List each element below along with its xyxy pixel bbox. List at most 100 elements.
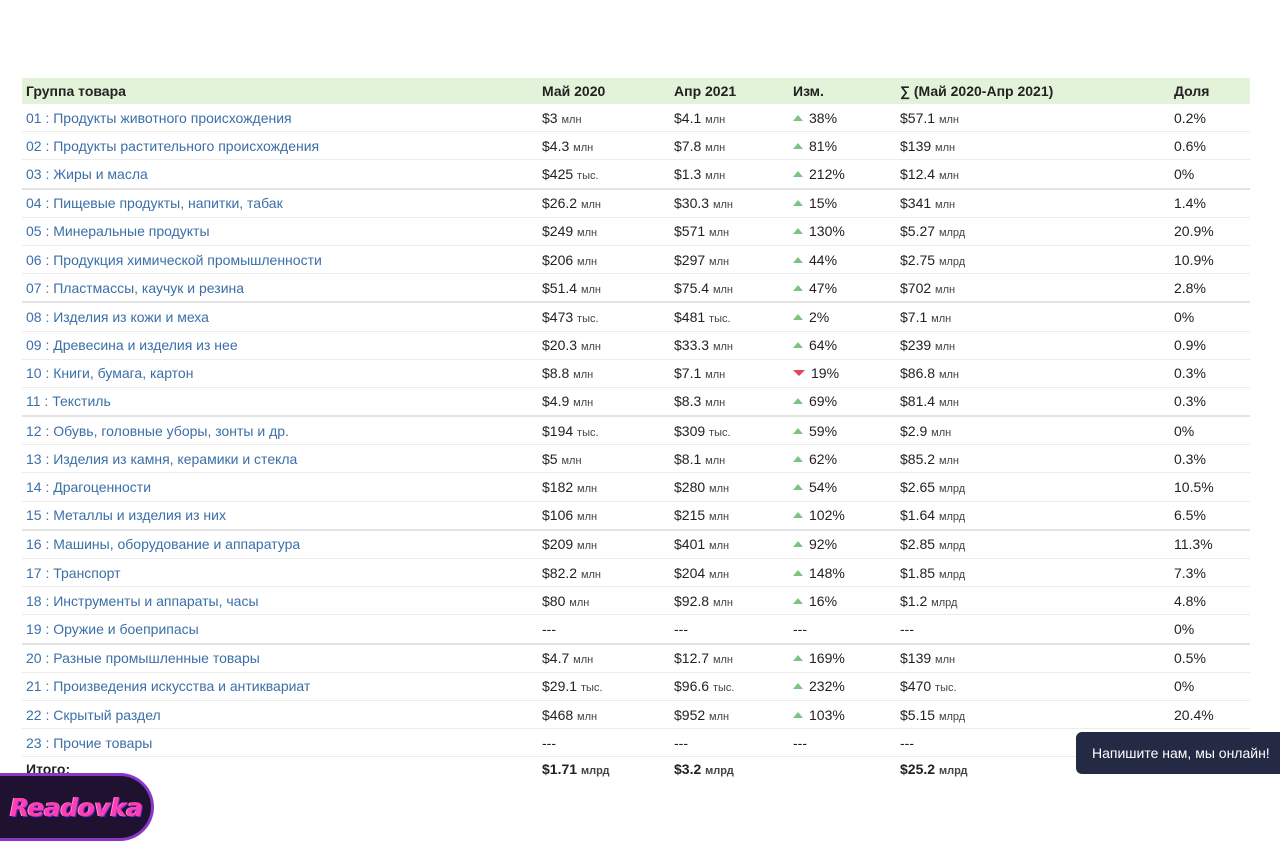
group-link[interactable]: 19 : Оружие и боеприпасы	[26, 620, 199, 637]
group-link[interactable]: 14 : Драгоценности	[26, 479, 152, 496]
cell-change: 44%	[789, 245, 896, 275]
group-link[interactable]: 23 : Прочие товары	[26, 734, 153, 751]
triangle-up-icon	[793, 142, 803, 149]
group-link[interactable]: 20 : Разные промышленные товары	[26, 650, 260, 667]
table-row: 12 : Обувь, головные уборы, зонты и др. $…	[22, 416, 1250, 446]
cell-sum-value: $86.8	[900, 365, 936, 382]
table-row: 22 : Скрытый раздел $468 млн $952 млн 103% $…	[22, 700, 1250, 730]
cell-apr-2021-unit: млн	[712, 596, 733, 609]
group-link[interactable]: 03 : Жиры и масла	[26, 165, 148, 182]
cell-apr-2021-unit: млн	[709, 255, 730, 268]
group-link[interactable]: 16 : Машины, оборудование и аппаратура	[26, 536, 301, 553]
group-link[interactable]: 06 : Продукция химической промышленности	[26, 251, 322, 268]
cell-sum: $239 млн	[896, 331, 1170, 360]
cell-may-2020: $425 тыс.	[538, 159, 670, 190]
group-link[interactable]: 01 : Продукты животного происхождения	[26, 109, 292, 126]
cell-apr-2021-value: ---	[674, 734, 688, 751]
group-link[interactable]: 10 : Книги, бумага, картон	[26, 365, 194, 382]
header-change[interactable]: Изм.	[789, 78, 896, 104]
cell-group: 05 : Минеральные продукты	[22, 217, 538, 246]
cell-apr-2021-unit: млн	[712, 341, 733, 354]
cell-change: 148%	[789, 558, 896, 588]
triangle-up-icon	[793, 228, 803, 235]
cell-apr-2021-value: $7.8	[674, 137, 702, 154]
cell-apr-2021-value: $280	[674, 479, 706, 496]
group-link[interactable]: 05 : Минеральные продукты	[26, 223, 210, 240]
header-apr-2021[interactable]: Апр 2021	[670, 78, 789, 104]
header-may-2020[interactable]: Май 2020	[538, 78, 670, 104]
group-link[interactable]: 04 : Пищевые продукты, напитки, табак	[26, 195, 283, 212]
cell-sum-value: $2.65	[900, 479, 936, 496]
cell-sum: $85.2 млн	[896, 444, 1170, 474]
table-row: 20 : Разные промышленные товары $4.7 млн $…	[22, 643, 1250, 673]
group-link[interactable]: 07 : Пластмассы, каучук и резина	[26, 279, 245, 296]
total-apr-unit: млрд	[705, 765, 734, 778]
cell-group: 19 : Оружие и боеприпасы	[22, 614, 538, 645]
cell-may-2020-value: $4.7	[542, 650, 570, 667]
cell-sum: $2.65 млрд	[896, 472, 1170, 502]
cell-sum-value: $5.15	[900, 706, 936, 723]
cell-share: 0%	[1170, 672, 1250, 701]
header-group[interactable]: Группа товара	[22, 78, 538, 104]
cell-may-2020-value: $20.3	[542, 337, 578, 354]
cell-change: 16%	[789, 586, 896, 616]
table-row: 13 : Изделия из камня, керамики и стекла…	[22, 444, 1250, 474]
cell-share: 0.3%	[1170, 387, 1250, 418]
cell-sum: $81.4 млн	[896, 387, 1170, 418]
cell-sum-unit: млрд	[938, 568, 966, 581]
cell-sum: $5.15 млрд	[896, 700, 1170, 730]
cell-may-2020-value: $249	[542, 223, 574, 240]
chat-widget-button[interactable]: Напишите нам, мы онлайн!	[1076, 732, 1280, 774]
cell-sum-value: $239	[900, 337, 932, 354]
table-row: 16 : Машины, оборудование и аппаратура $2…	[22, 529, 1250, 559]
header-share[interactable]: Доля	[1170, 78, 1250, 104]
cell-may-2020-value: $468	[542, 706, 574, 723]
cell-change: 15%	[789, 188, 896, 218]
change-value: 130%	[809, 223, 845, 240]
cell-may-2020-unit: млн	[577, 710, 598, 723]
triangle-up-icon	[793, 569, 803, 576]
cell-apr-2021-value: $7.1	[674, 365, 702, 382]
group-link[interactable]: 18 : Инструменты и аппараты, часы	[26, 592, 259, 609]
cell-apr-2021: $33.3 млн	[670, 331, 789, 360]
cell-apr-2021-unit: млн	[709, 227, 730, 240]
cell-may-2020: ---	[538, 728, 670, 758]
cell-sum-unit: млрд	[938, 227, 966, 240]
group-link[interactable]: 11 : Текстиль	[26, 393, 111, 410]
cell-may-2020-value: $80	[542, 592, 566, 609]
cell-apr-2021-unit: тыс.	[709, 312, 731, 325]
cell-apr-2021-unit: млн	[705, 454, 726, 467]
total-sum-unit: млрд	[938, 765, 968, 778]
header-sum[interactable]: ∑ (Май 2020-Апр 2021)	[896, 78, 1170, 104]
cell-sum-unit: млрд	[938, 710, 966, 723]
cell-may-2020: $473 тыс.	[538, 302, 670, 332]
group-link[interactable]: 17 : Транспорт	[26, 564, 121, 581]
group-link[interactable]: 08 : Изделия из кожи и меха	[26, 308, 209, 325]
cell-share: 20.9%	[1170, 217, 1250, 246]
group-link[interactable]: 12 : Обувь, головные уборы, зонты и др.	[26, 422, 289, 439]
cell-sum-value: $7.1	[900, 308, 928, 325]
cell-apr-2021-value: $215	[674, 507, 706, 524]
cell-share: 0%	[1170, 416, 1250, 446]
change-value: 148%	[809, 564, 845, 581]
total-change	[789, 757, 896, 782]
group-link[interactable]: 21 : Произведения искусства и антиквариа…	[26, 678, 311, 695]
cell-may-2020: $8.8 млн	[538, 359, 670, 388]
cell-change: 169%	[789, 643, 896, 673]
cell-may-2020: $80 млн	[538, 586, 670, 616]
cell-apr-2021: ---	[670, 614, 789, 645]
cell-share: 6.5%	[1170, 501, 1250, 531]
cell-may-2020: $106 млн	[538, 501, 670, 531]
triangle-up-icon	[793, 683, 803, 690]
table-row: 23 : Прочие товары --- --- --- ---	[22, 728, 1250, 758]
cell-group: 20 : Разные промышленные товары	[22, 643, 538, 673]
group-link[interactable]: 22 : Скрытый раздел	[26, 706, 161, 723]
cell-apr-2021: $7.1 млн	[670, 359, 789, 388]
cell-sum: $139 млн	[896, 131, 1170, 161]
group-link[interactable]: 15 : Металлы и изделия из них	[26, 507, 226, 524]
group-link[interactable]: 13 : Изделия из камня, керамики и стекла	[26, 450, 298, 467]
cell-may-2020-value: $3	[542, 109, 558, 126]
group-link[interactable]: 09 : Древесина и изделия из нее	[26, 337, 238, 354]
group-link[interactable]: 02 : Продукты растительного происхождени…	[26, 137, 320, 154]
